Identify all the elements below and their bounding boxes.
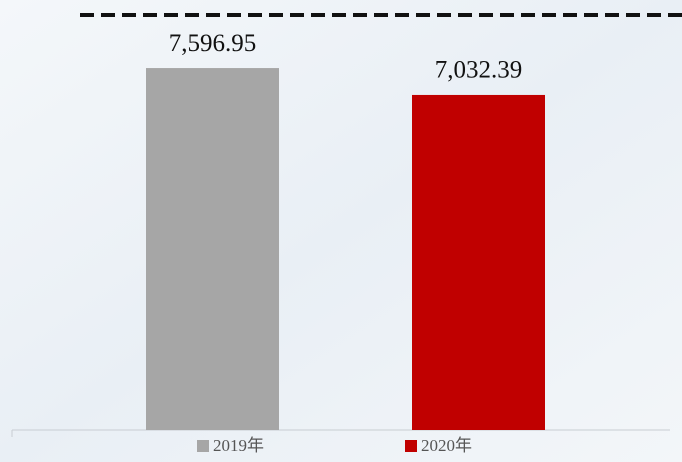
- legend-label: 2019年: [213, 436, 264, 455]
- data-label: 7,032.39: [435, 57, 523, 84]
- bar: [146, 68, 279, 431]
- legend-swatch: [405, 440, 417, 452]
- legend-label: 2020年: [421, 436, 472, 455]
- bar: [412, 94, 545, 430]
- data-label: 7,596.95: [169, 30, 257, 57]
- legend-swatch: [197, 440, 209, 452]
